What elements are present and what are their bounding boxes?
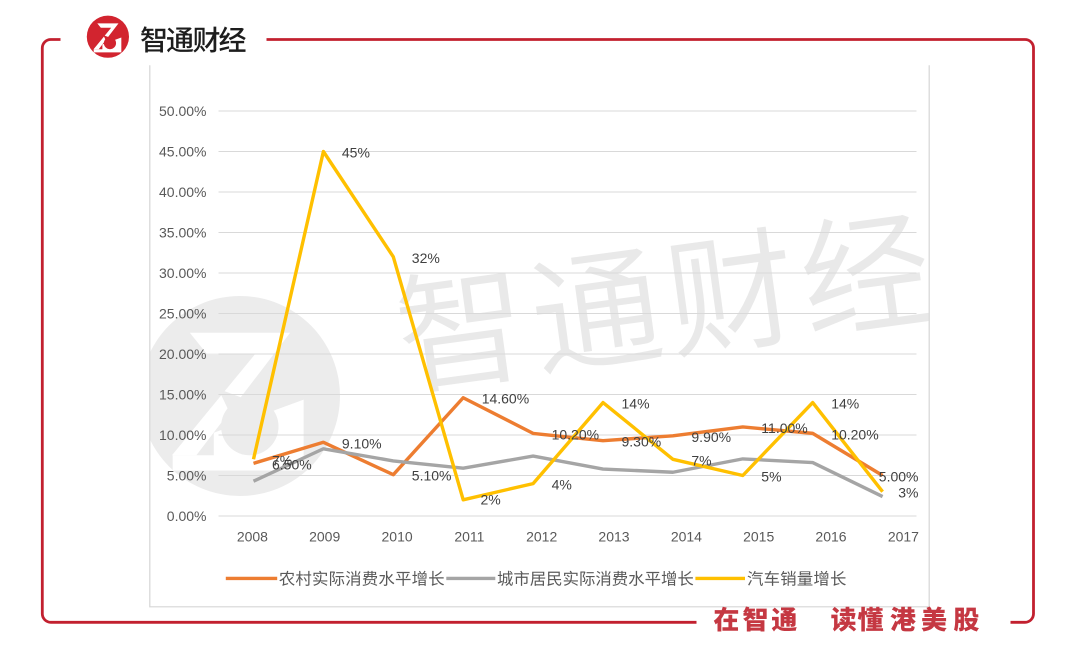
svg-text:30.00%: 30.00% [159, 265, 206, 281]
svg-text:9.90%: 9.90% [691, 429, 731, 445]
svg-text:9.30%: 9.30% [622, 434, 662, 450]
svg-text:14%: 14% [831, 396, 859, 412]
svg-text:11.00%: 11.00% [761, 420, 807, 436]
svg-text:6.50%: 6.50% [272, 456, 312, 472]
svg-text:45%: 45% [342, 145, 370, 161]
svg-text:5.00%: 5.00% [879, 469, 919, 485]
svg-text:25.00%: 25.00% [159, 306, 206, 322]
svg-text:5.10%: 5.10% [412, 468, 452, 484]
svg-text:0.00%: 0.00% [167, 508, 207, 524]
svg-text:5%: 5% [761, 469, 781, 485]
svg-text:2009: 2009 [309, 529, 340, 545]
svg-text:2011: 2011 [454, 529, 484, 545]
svg-text:50.00%: 50.00% [159, 103, 206, 119]
svg-text:15.00%: 15.00% [159, 387, 206, 403]
svg-text:45.00%: 45.00% [159, 144, 206, 160]
svg-text:3%: 3% [898, 485, 918, 501]
svg-text:2017: 2017 [888, 529, 919, 545]
svg-text:9.10%: 9.10% [342, 435, 382, 451]
svg-text:2016: 2016 [815, 529, 846, 545]
svg-text:7%: 7% [691, 452, 711, 468]
svg-text:2008: 2008 [237, 529, 268, 545]
svg-text:35.00%: 35.00% [159, 225, 206, 241]
svg-text:32%: 32% [412, 250, 440, 266]
svg-text:20.00%: 20.00% [159, 346, 206, 362]
svg-text:2013: 2013 [598, 529, 629, 545]
svg-text:5.00%: 5.00% [167, 468, 207, 484]
svg-text:2015: 2015 [743, 529, 774, 545]
svg-text:10.20%: 10.20% [831, 426, 878, 442]
svg-text:40.00%: 40.00% [159, 184, 206, 200]
svg-text:14%: 14% [622, 396, 650, 412]
svg-text:10.00%: 10.00% [159, 427, 206, 443]
svg-text:2012: 2012 [526, 529, 557, 545]
svg-text:7%: 7% [272, 452, 292, 468]
svg-text:10.20%: 10.20% [552, 426, 599, 442]
svg-text:2014: 2014 [671, 529, 702, 545]
svg-text:4%: 4% [552, 477, 572, 493]
svg-text:14.60%: 14.60% [482, 391, 529, 407]
svg-text:2010: 2010 [382, 529, 413, 545]
svg-text:2%: 2% [481, 492, 501, 508]
